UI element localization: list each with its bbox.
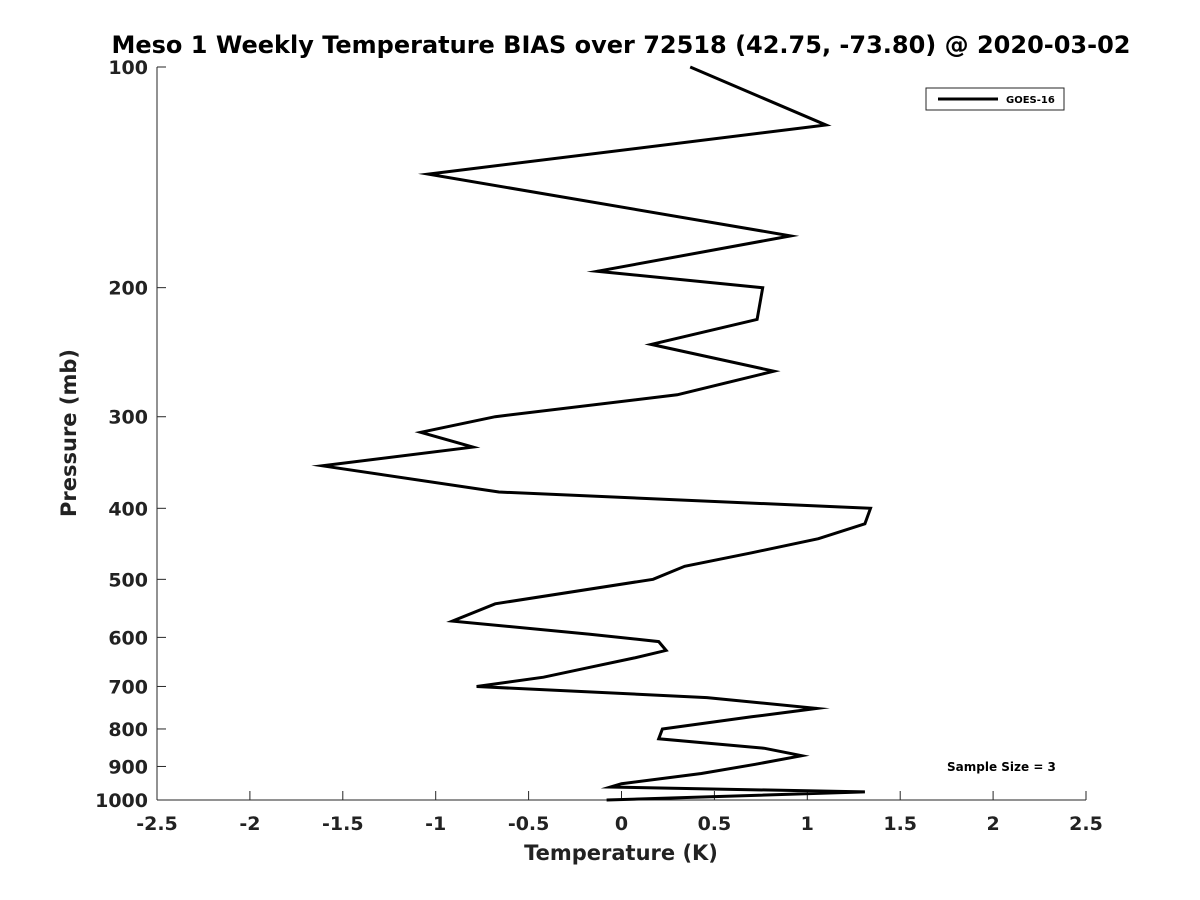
y-tick-label: 200 xyxy=(108,278,148,300)
chart-title: Meso 1 Weekly Temperature BIAS over 7251… xyxy=(111,31,1130,59)
x-tick-label: -1 xyxy=(425,813,446,835)
x-axis-label: Temperature (K) xyxy=(524,841,718,865)
x-tick-label: 0 xyxy=(615,813,628,835)
y-tick-label: 300 xyxy=(108,407,148,429)
y-tick-label: 800 xyxy=(108,719,148,741)
x-tick-label: -0.5 xyxy=(508,813,550,835)
legend: GOES-16 xyxy=(925,87,1065,111)
sample-size-annotation: Sample Size = 3 xyxy=(947,760,1056,774)
x-tick-label: 0.5 xyxy=(698,813,732,835)
y-tick-label: 1000 xyxy=(95,790,148,812)
x-tick-label: 2 xyxy=(986,813,999,835)
y-tick-label: 700 xyxy=(108,676,148,698)
y-tick-label: 100 xyxy=(108,57,148,79)
x-tick-label: 1 xyxy=(801,813,814,835)
x-tick-label: 2.5 xyxy=(1069,813,1103,835)
x-ticks: -2.5 -2 -1.5 -1 -0.5 0 0.5 1 1.5 2 2.5 xyxy=(136,791,1103,835)
x-tick-label: -2.5 xyxy=(136,813,178,835)
y-tick-label: 900 xyxy=(108,756,148,778)
y-tick-label: 500 xyxy=(108,569,148,591)
y-tick-label: 400 xyxy=(108,498,148,520)
y-tick-label: 600 xyxy=(108,627,148,649)
x-tick-label: -2 xyxy=(239,813,260,835)
legend-entry-goes16: GOES-16 xyxy=(1006,95,1055,106)
series-line-goes16 xyxy=(311,65,873,802)
y-ticks: 100 200 300 400 500 600 700 800 900 1000 xyxy=(95,57,166,812)
y-axis-label: Pressure (mb) xyxy=(57,349,81,517)
series-group xyxy=(311,65,873,802)
x-tick-label: 1.5 xyxy=(883,813,917,835)
x-tick-label: -1.5 xyxy=(322,813,364,835)
